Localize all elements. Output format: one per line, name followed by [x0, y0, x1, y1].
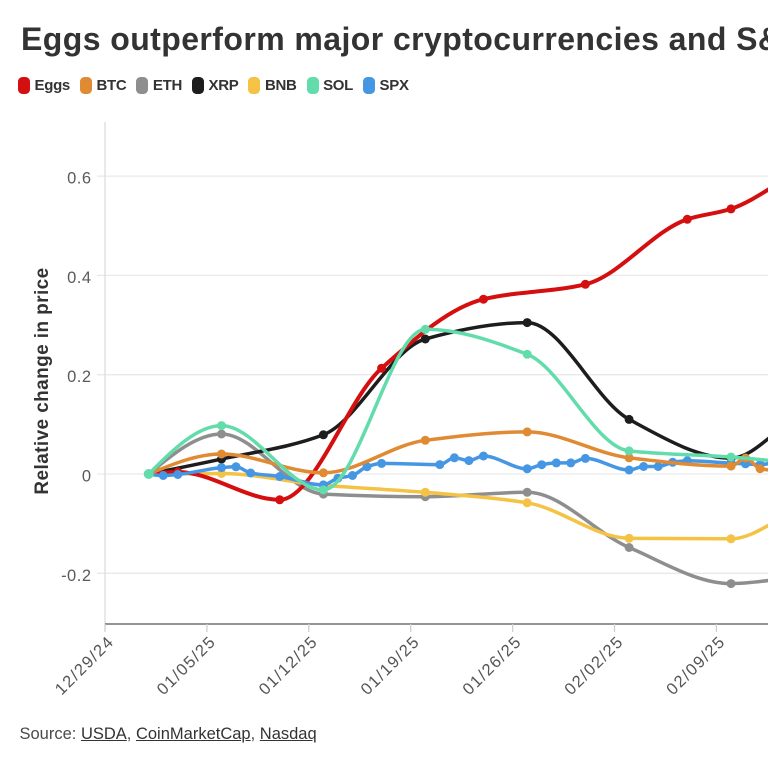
svg-text:0.6: 0.6	[67, 170, 91, 188]
svg-text:01/26/25: 01/26/25	[459, 633, 525, 699]
svg-text:-0.2: -0.2	[61, 567, 91, 585]
svg-text:0.2: 0.2	[67, 368, 91, 386]
svg-text:01/19/25: 01/19/25	[357, 633, 423, 699]
svg-text:02/02/25: 02/02/25	[561, 633, 627, 699]
svg-text:02/09/25: 02/09/25	[663, 633, 729, 699]
svg-text:12/29/24: 12/29/24	[52, 633, 118, 699]
svg-text:01/12/25: 01/12/25	[256, 633, 322, 699]
svg-text:0.4: 0.4	[67, 269, 91, 287]
svg-text:01/05/25: 01/05/25	[154, 633, 220, 699]
svg-text:Relative change in price: Relative change in price	[32, 267, 53, 494]
svg-text:0: 0	[82, 468, 92, 486]
